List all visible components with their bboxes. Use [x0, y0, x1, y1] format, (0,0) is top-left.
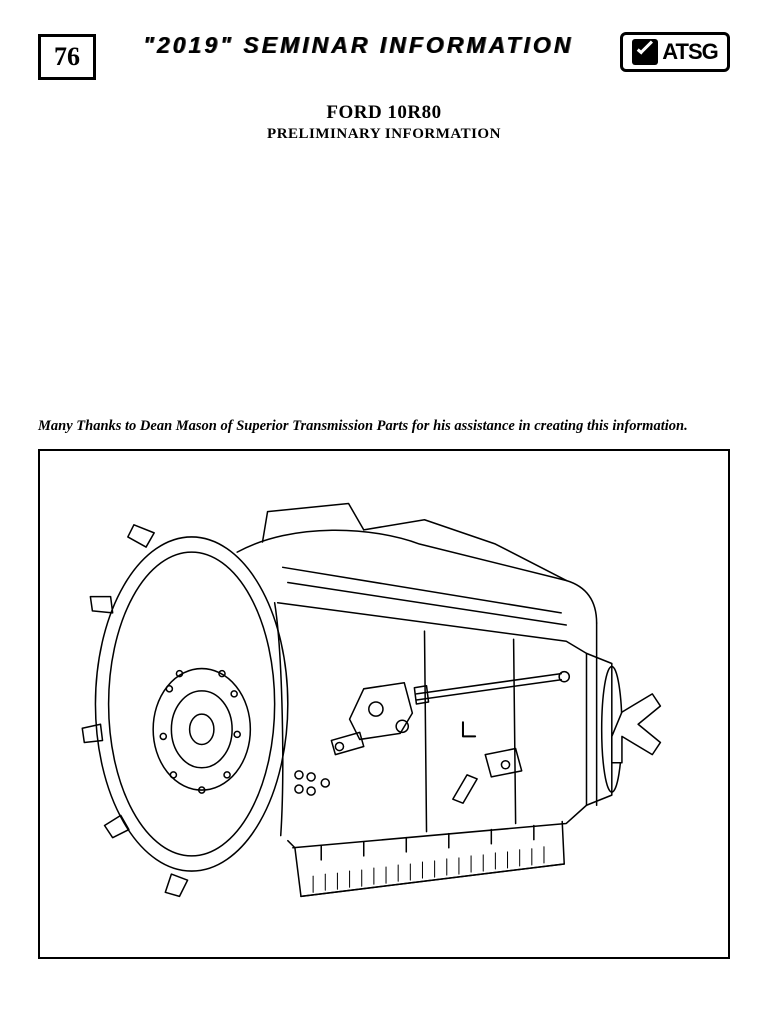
- page-number-box: 76: [38, 34, 96, 80]
- document-page: 76 "2019" SEMINAR INFORMATION ATSG FORD …: [0, 0, 768, 1024]
- checkmark-icon: [632, 39, 658, 65]
- logo-text: ATSG: [662, 39, 717, 65]
- page-header: 76 "2019" SEMINAR INFORMATION ATSG: [38, 28, 730, 84]
- acknowledgment-text: Many Thanks to Dean Mason of Superior Tr…: [38, 418, 730, 435]
- atsg-logo: ATSG: [620, 32, 730, 72]
- seminar-title: "2019" SEMINAR INFORMATION: [96, 32, 620, 59]
- document-subtitle: PRELIMINARY INFORMATION: [38, 126, 730, 143]
- transmission-diagram: [60, 471, 708, 937]
- figure-container: [38, 449, 730, 959]
- subtitle-block: FORD 10R80 PRELIMINARY INFORMATION: [38, 102, 730, 143]
- page-number: 76: [54, 42, 80, 72]
- document-title: FORD 10R80: [38, 102, 730, 124]
